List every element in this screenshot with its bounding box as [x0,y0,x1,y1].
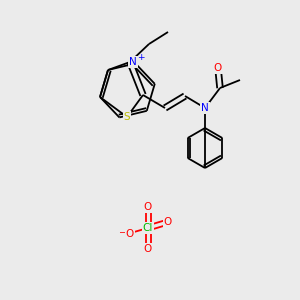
Text: +: + [137,52,145,62]
Text: Cl: Cl [143,223,153,233]
Text: O: O [214,63,222,73]
Text: N: N [129,57,137,67]
Text: S: S [124,112,130,122]
Text: N: N [201,103,209,113]
Text: O: O [144,244,152,254]
Text: −: − [118,227,126,236]
Text: O: O [144,202,152,212]
Text: O: O [126,229,134,239]
Text: O: O [164,217,172,227]
